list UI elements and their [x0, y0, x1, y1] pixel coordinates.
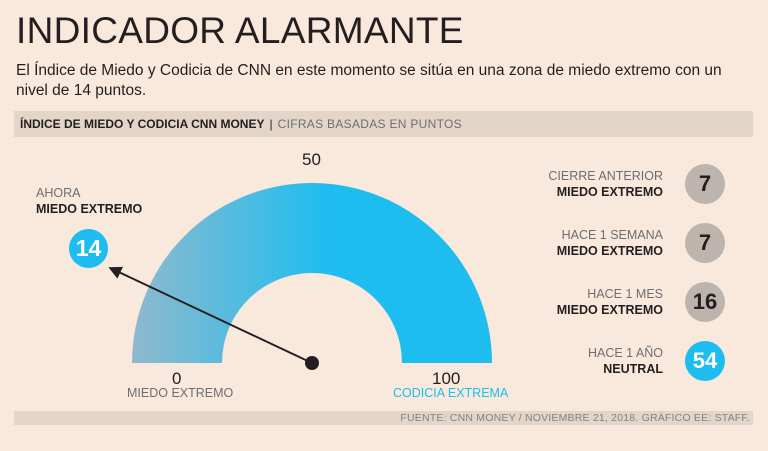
history-label: HACE 1 SEMANA: [561, 228, 663, 242]
gauge-pivot: [305, 356, 319, 370]
gauge-zone-max: CODICIA EXTREMA: [393, 386, 509, 400]
chart-header-title: ÍNDICE DE MIEDO Y CODICIA CNN MONEY: [20, 117, 265, 131]
history-label: CIERRE ANTERIOR: [548, 169, 663, 183]
history-row-one-week: HACE 1 SEMANA MIEDO EXTREMO 7: [480, 222, 725, 266]
now-label: AHORA: [36, 186, 81, 200]
page-title: INDICADOR ALARMANTE: [16, 10, 464, 51]
now-state-label: MIEDO EXTREMO: [36, 202, 143, 216]
gauge-tick-mid: 50: [302, 150, 321, 169]
history-state: NEUTRAL: [603, 362, 663, 376]
chart-header-bar: ÍNDICE DE MIEDO Y CODICIA CNN MONEY | CI…: [14, 111, 753, 137]
gauge-needle: [119, 271, 313, 364]
history-label: HACE 1 MES: [587, 287, 663, 301]
footer-bar: [14, 411, 753, 425]
history-value-badge: 54: [685, 341, 725, 381]
history-row-previous-close: CIERRE ANTERIOR MIEDO EXTREMO 7: [480, 163, 725, 207]
chart-header-note: CIFRAS BASADAS EN PUNTOS: [277, 117, 462, 131]
history-value-badge: 7: [685, 223, 725, 263]
now-value-badge: 14: [69, 229, 108, 268]
history-state: MIEDO EXTREMO: [556, 244, 663, 258]
history-value-badge: 16: [685, 282, 725, 322]
history-row-one-year: HACE 1 AÑO NEUTRAL 54: [480, 340, 725, 384]
history-value-badge: 7: [685, 164, 725, 204]
gauge-tick-max: 100: [432, 369, 461, 388]
chart-header-separator: |: [269, 117, 273, 131]
history-state: MIEDO EXTREMO: [556, 185, 663, 199]
gauge-arc: [132, 183, 492, 363]
gauge-tick-min: 0: [172, 369, 182, 388]
history-row-one-month: HACE 1 MES MIEDO EXTREMO 16: [480, 281, 725, 325]
gauge-needle-head: [108, 266, 123, 279]
history-label: HACE 1 AÑO: [587, 346, 663, 360]
history-state: MIEDO EXTREMO: [556, 303, 663, 317]
footer-source: FUENTE: CNN MONEY / NOVIEMBRE 21, 2018. …: [400, 412, 750, 424]
gauge-zone-min: MIEDO EXTREMO: [127, 386, 234, 400]
page-subtitle: El Índice de Miedo y Codicia de CNN en e…: [16, 62, 722, 99]
